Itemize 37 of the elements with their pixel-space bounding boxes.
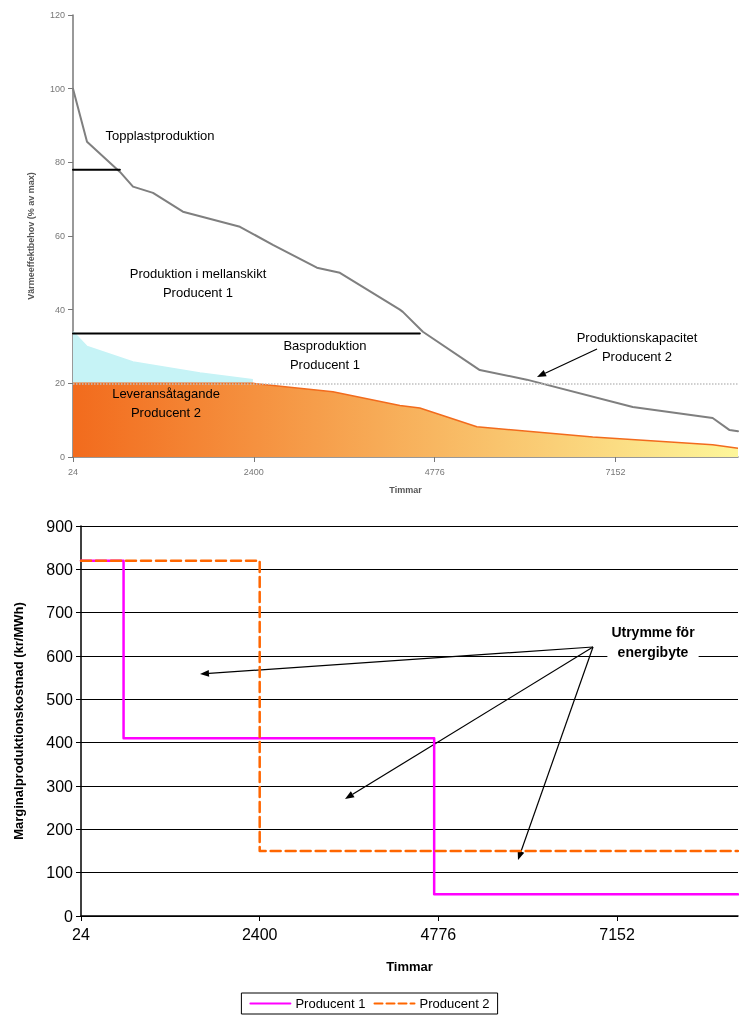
annotation: Topplastproduktion (105, 127, 215, 143)
y-tick-label: 0 (59, 452, 65, 462)
y-tick-label: 100 (49, 83, 65, 94)
legend-label: Producent 2 (419, 996, 490, 1011)
annotation: Utrymme för energibyte (611, 624, 696, 660)
x-tick-label: 7152 (605, 466, 626, 477)
annotation: Produktion i mellanskikt Producent 1 (129, 266, 267, 300)
x-tick-label: 4776 (420, 925, 457, 943)
y-tick-label: 300 (46, 777, 74, 795)
y-tick-label: 500 (46, 690, 74, 708)
x-axis-title: Timmar (389, 484, 423, 495)
y-axis-title: Marginalproduktionskostnad (kr/MWh) (11, 602, 26, 840)
y-tick-label: 20 (54, 378, 65, 389)
y-tick-label: 800 (46, 560, 74, 578)
x-tick-label: 2400 (241, 925, 278, 943)
annotation: Basproduktion Producent 1 (283, 338, 367, 372)
x-tick-label: 24 (67, 466, 79, 477)
y-tick-label: 200 (46, 820, 74, 838)
y-tick-label: 80 (54, 157, 65, 168)
y-tick-label: 900 (46, 517, 74, 535)
y-tick-label: 100 (46, 864, 74, 882)
y-tick-label: 600 (46, 647, 74, 665)
x-tick-label: 2400 (243, 466, 264, 477)
annotation: Leveransåtagande Producent 2 (112, 386, 220, 420)
y-tick-label: 40 (54, 304, 65, 315)
y-tick-label: 60 (54, 231, 65, 241)
x-tick-label: 7152 (599, 925, 635, 943)
y-tick-label: 120 (49, 10, 65, 20)
legend-label: Producent 1 (295, 996, 366, 1011)
x-tick-label: 4776 (424, 466, 445, 477)
y-tick-label: 0 (64, 907, 74, 925)
y-axis-title: Värmeeffektbehov (% av max) (25, 172, 36, 300)
x-tick-label: 24 (72, 925, 90, 943)
y-tick-label: 400 (46, 734, 74, 752)
x-axis-title: Timmar (386, 959, 433, 974)
y-tick-label: 700 (46, 604, 74, 622)
annotation: Produktionskapacitet Producent 2 (576, 330, 698, 364)
